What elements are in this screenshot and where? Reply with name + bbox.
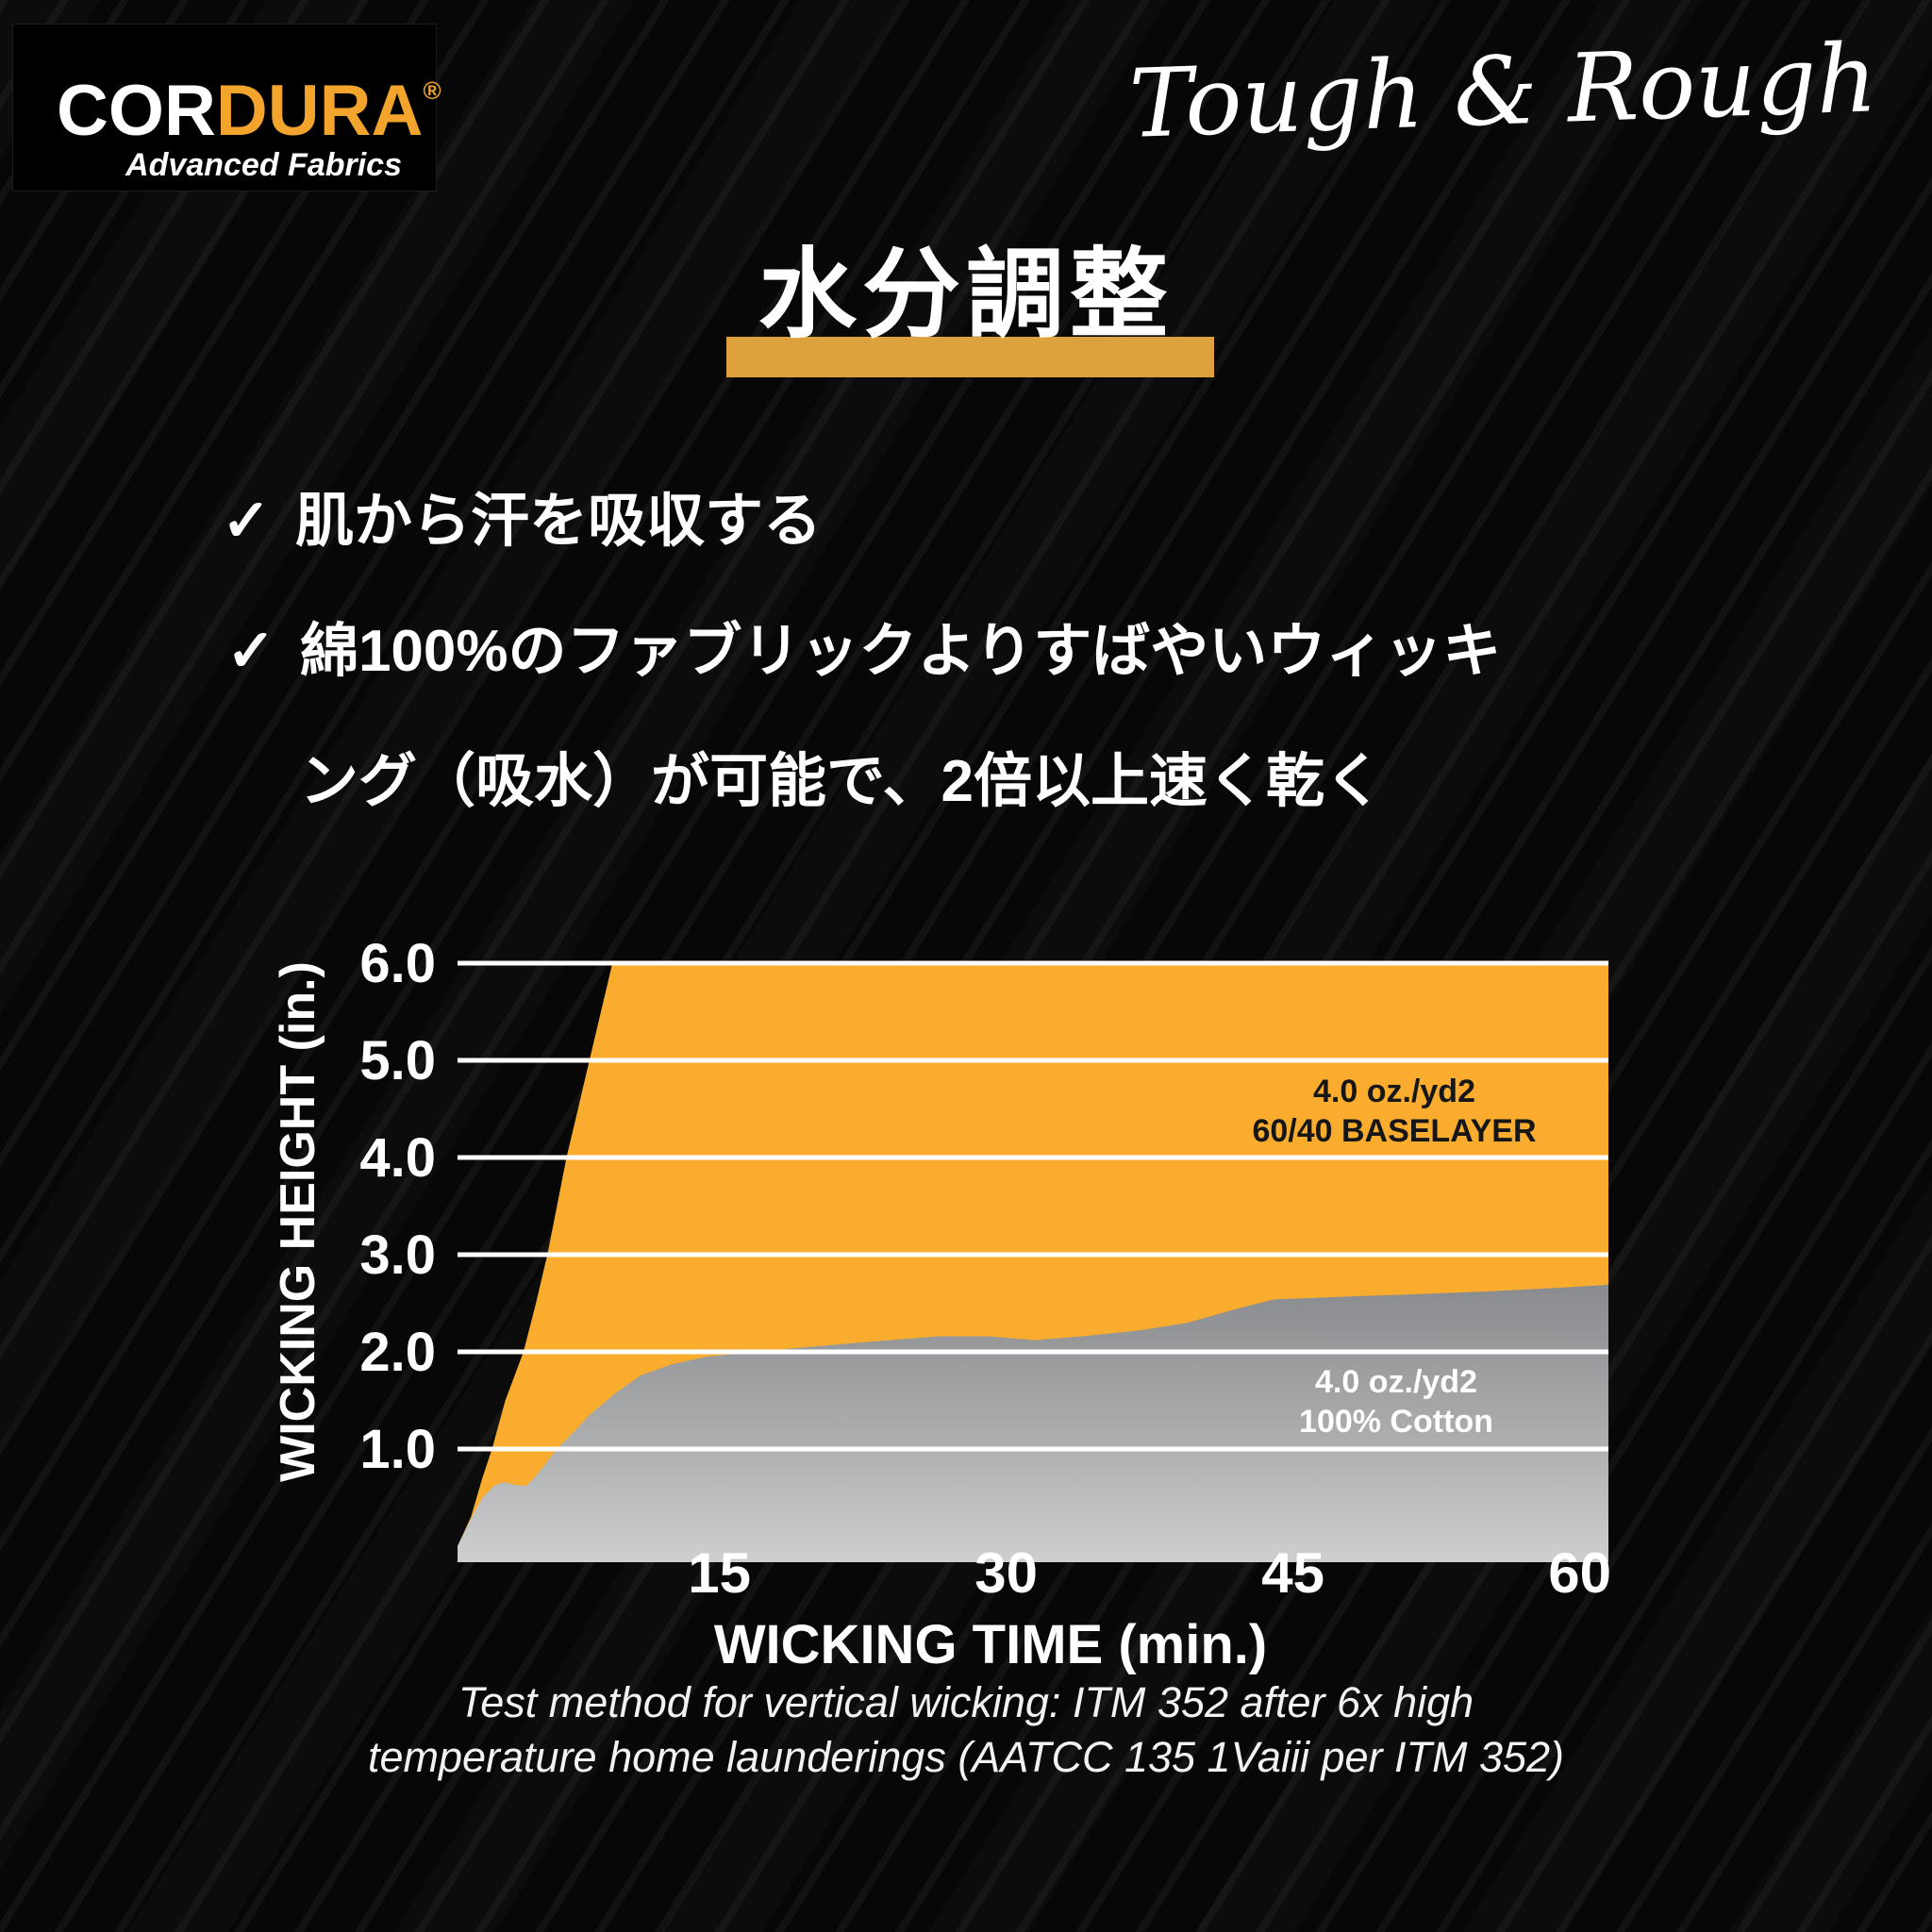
x-axis-title: WICKING TIME (min.) xyxy=(714,1614,1267,1675)
logo-subtitle: Advanced Fabrics xyxy=(125,147,402,183)
bullet-item-2-text-line-1: 綿100%のファブリックよりすばやいウィッキ xyxy=(299,619,1502,684)
series-label-baselayer-line-1: 4.0 oz./yd2 xyxy=(1313,1074,1475,1109)
series-label-cotton: 4.0 oz./yd2 100% Cotton xyxy=(1198,1362,1594,1441)
title-underline-bar xyxy=(726,337,1214,377)
x-tick-label: 30 xyxy=(974,1541,1038,1605)
chart-caption-line-1: Test method for vertical wicking: ITM 35… xyxy=(458,1678,1474,1726)
checkmark-icon: ✓ xyxy=(222,489,271,554)
logo-wordmark: CORDURA® xyxy=(57,70,441,152)
y-tick-label: 2.0 xyxy=(359,1322,436,1383)
y-tick-label: 4.0 xyxy=(359,1127,436,1189)
bullet-item-1-text: 肌から汗を吸収する xyxy=(294,489,822,554)
x-tick-label: 60 xyxy=(1548,1541,1611,1605)
y-tick-label: 6.0 xyxy=(359,933,436,994)
y-tick-label: 5.0 xyxy=(359,1030,436,1091)
x-tick-label: 15 xyxy=(688,1541,751,1605)
logo-text-cor: COR xyxy=(57,71,216,151)
series-label-baselayer-line-2: 60/40 BASELAYER xyxy=(1252,1113,1537,1149)
logo-text-dura: DURA xyxy=(215,71,424,151)
bullet-item-2-line-1: ✓ 綿100%のファブリックよりすばやいウィッキ xyxy=(226,621,1501,683)
checkmark-icon: ✓ xyxy=(226,619,275,684)
series-label-cotton-line-2: 100% Cotton xyxy=(1299,1404,1493,1440)
series-label-cotton-line-1: 4.0 oz./yd2 xyxy=(1315,1364,1477,1400)
registered-mark-icon: ® xyxy=(423,76,441,105)
bullet-item-2-text-line-2: ング（吸水）が可能で、2倍以上速く乾く xyxy=(300,749,1384,814)
bullet-item-2-line-2: ング（吸水）が可能で、2倍以上速く乾く xyxy=(300,751,1383,813)
y-axis-title: WICKING HEIGHT (in.) xyxy=(271,961,325,1482)
chart-caption-line-2: temperature home launderings (AATCC 135 … xyxy=(367,1733,1565,1781)
bullet-item-1: ✓ 肌から汗を吸収する xyxy=(222,491,822,553)
x-tick-label: 45 xyxy=(1261,1541,1324,1605)
series-label-baselayer: 4.0 oz./yd2 60/40 BASELAYER xyxy=(1196,1072,1592,1151)
cordura-logo: CORDURA® Advanced Fabrics xyxy=(12,24,441,192)
page-title: 水分調整 xyxy=(758,241,1174,350)
y-tick-label: 3.0 xyxy=(359,1224,436,1286)
y-tick-label: 1.0 xyxy=(359,1419,436,1480)
